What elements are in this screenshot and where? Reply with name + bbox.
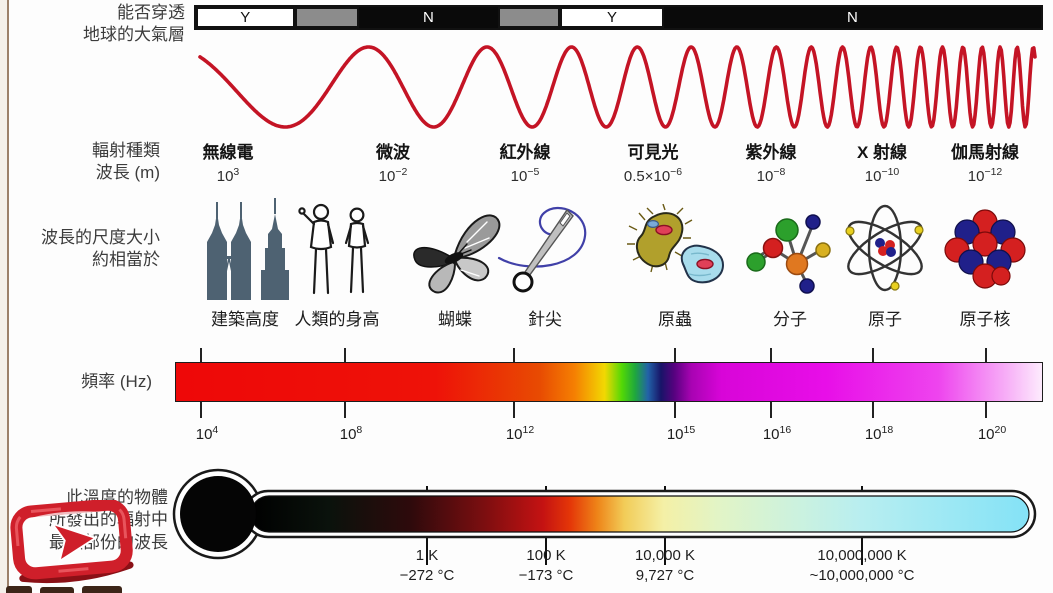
band-name: 紅外線 bbox=[499, 143, 551, 162]
scale-example-label: 建築高度 bbox=[211, 310, 279, 329]
atmosphere-penetration-label: 能否穿透 地球的大氣層 bbox=[83, 2, 185, 47]
atmosphere-segment-n: N bbox=[663, 7, 1041, 28]
radiation-type-label: 輻射種類 bbox=[92, 141, 160, 160]
band-name: X 射線 bbox=[856, 143, 908, 162]
frequency-tick-label: 104 bbox=[195, 424, 219, 443]
band-wavelength: 103 bbox=[216, 166, 240, 185]
band-column: X 射線 10−10 bbox=[857, 138, 907, 185]
buildings-icon bbox=[197, 198, 293, 305]
humans-icon bbox=[294, 200, 380, 305]
temp-label-line2: 所發出的輻射中 bbox=[49, 510, 168, 530]
band-name: 伽馬射線 bbox=[951, 143, 1019, 162]
protozoa-figure bbox=[625, 203, 725, 305]
cutoff-text-fragment bbox=[40, 587, 74, 593]
band-wavelength: 10−12 bbox=[967, 166, 1003, 185]
buildings-figure bbox=[197, 198, 293, 305]
atmosphere-segment-partial bbox=[497, 7, 561, 28]
atom-icon bbox=[835, 198, 935, 303]
band-column: 伽馬射線 10−12 bbox=[951, 138, 1019, 185]
band-column: 紫外線 10−8 bbox=[746, 138, 797, 185]
nucleus-icon bbox=[943, 206, 1027, 299]
scale-example-label: 原子核 bbox=[959, 310, 1011, 329]
atmosphere-segment-n: N bbox=[359, 7, 498, 28]
frequency-tick-label: 1012 bbox=[505, 424, 535, 443]
atmosphere-segment-y: Y bbox=[560, 7, 664, 28]
temperature-celsius-label: −272 °C bbox=[399, 567, 455, 584]
frequency-gradient-bar bbox=[175, 362, 1043, 402]
scale-example-label: 蝴蝶 bbox=[438, 310, 472, 329]
video-edge-strip bbox=[0, 0, 7, 593]
molecule-figure bbox=[745, 202, 835, 307]
size-label-line2: 約相當於 bbox=[92, 250, 160, 270]
molecule-icon bbox=[745, 202, 835, 307]
frequency-tick-label: 1018 bbox=[864, 424, 894, 443]
band-name: 可見光 bbox=[627, 143, 679, 162]
band-wavelength: 10−2 bbox=[378, 166, 408, 185]
band-column: 微波 10−2 bbox=[376, 138, 410, 185]
temperature-kelvin-label: 100 K bbox=[526, 547, 566, 564]
thermometer-bulb bbox=[180, 476, 256, 552]
size-label-line1: 波長的尺度大小 bbox=[41, 228, 160, 247]
scale-example-label: 人類的身高 bbox=[294, 310, 380, 329]
band-wavelength: 0.5×10−6 bbox=[623, 166, 683, 185]
atmosphere-label-line1: 能否穿透 bbox=[117, 3, 185, 22]
band-wavelength: 10−5 bbox=[510, 166, 540, 185]
thermometer-graphic bbox=[172, 468, 1037, 565]
band-name: 紫外線 bbox=[745, 143, 797, 162]
temperature-celsius-label: 9,727 °C bbox=[635, 567, 695, 584]
atom-figure bbox=[835, 198, 935, 303]
size-comparison-label: 波長的尺度大小 約相當於 bbox=[41, 227, 160, 272]
video-edge-line bbox=[7, 0, 9, 593]
scale-example-label: 原蟲 bbox=[658, 310, 692, 329]
radiation-type-row-label: 輻射種類 波長 (m) bbox=[92, 140, 160, 185]
band-column: 可見光 0.5×10−6 bbox=[624, 138, 682, 185]
cutoff-text-fragment bbox=[6, 586, 32, 593]
frequency-tick-label: 108 bbox=[339, 424, 363, 443]
frequency-row-label: 頻率 (Hz) bbox=[81, 371, 152, 393]
scale-example-label: 針尖 bbox=[528, 310, 562, 329]
butterfly-icon bbox=[407, 202, 503, 307]
scale-example-label: 分子 bbox=[773, 310, 807, 329]
temperature-kelvin-label: 1 K bbox=[415, 547, 439, 564]
temperature-celsius-label: −173 °C bbox=[518, 567, 574, 584]
frequency-label: 頻率 (Hz) bbox=[81, 372, 152, 391]
band-wavelength: 10−10 bbox=[864, 166, 900, 185]
atmosphere-segment-partial bbox=[294, 7, 360, 28]
frequency-tick-label: 1020 bbox=[977, 424, 1007, 443]
atmosphere-label-line2: 地球的大氣層 bbox=[83, 25, 185, 45]
needle-figure bbox=[497, 196, 593, 305]
needle-icon bbox=[497, 196, 593, 305]
temperature-celsius-label: ~10,000,000 °C bbox=[809, 567, 915, 584]
butterfly-figure bbox=[407, 202, 503, 307]
protozoa-icon bbox=[625, 203, 725, 305]
temperature-kelvin-label: 10,000,000 K bbox=[817, 547, 907, 564]
frequency-tick-label: 1016 bbox=[762, 424, 792, 443]
band-name: 微波 bbox=[376, 143, 410, 162]
wavelength-unit-label: 波長 (m) bbox=[95, 163, 160, 183]
atmosphere-segment-y: Y bbox=[196, 7, 295, 28]
temperature-kelvin-label: 10,000 K bbox=[634, 547, 696, 564]
band-column: 無線電 103 bbox=[203, 138, 254, 185]
humans-figure bbox=[294, 200, 380, 305]
channel-logo bbox=[10, 500, 134, 584]
nucleus-figure bbox=[943, 206, 1027, 299]
scale-example-label: 原子 bbox=[868, 310, 902, 329]
band-name: 無線電 bbox=[202, 143, 254, 162]
band-wavelength: 10−8 bbox=[756, 166, 786, 185]
frequency-tick-label: 1015 bbox=[666, 424, 696, 443]
thermometer-tube bbox=[250, 495, 1030, 533]
band-column: 紅外線 10−5 bbox=[500, 138, 551, 185]
cutoff-text-fragment bbox=[82, 586, 122, 593]
chirp-wave-graphic bbox=[198, 45, 1037, 129]
